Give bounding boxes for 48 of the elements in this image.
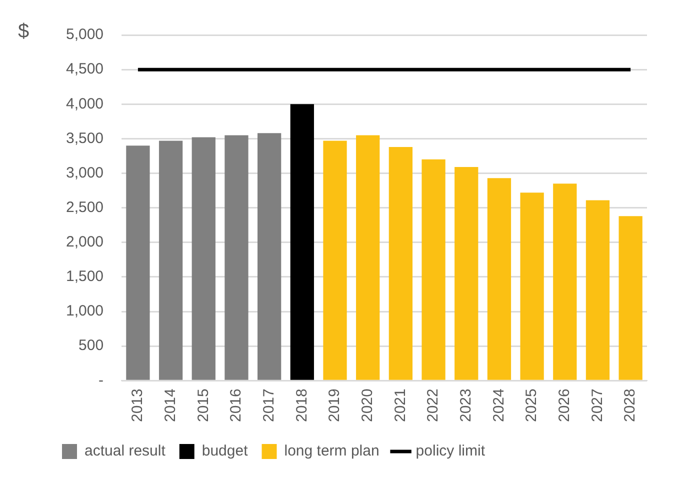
y-tick-label: 2,000	[66, 234, 104, 251]
y-tick-label: 4,500	[66, 60, 104, 78]
bar	[553, 184, 577, 380]
x-tick-label: 2013	[129, 388, 146, 422]
legend-label: policy limit	[416, 442, 486, 460]
bar	[224, 135, 248, 380]
y-tick-label: 3,500	[66, 130, 104, 147]
x-tick-label: 2024	[490, 388, 508, 422]
x-tick-label: 2017	[260, 388, 278, 422]
legend-label: long term plan	[284, 442, 380, 460]
x-tick-label: 2028	[622, 388, 639, 422]
bar	[487, 178, 512, 380]
legend-label: actual result	[84, 442, 166, 460]
bar	[323, 140, 347, 380]
x-tick-label: 2027	[588, 388, 606, 422]
bar	[126, 146, 150, 380]
y-tick-label: 5,000	[66, 26, 104, 44]
bar	[192, 137, 216, 380]
bar	[388, 146, 413, 380]
bar	[520, 192, 544, 380]
y-tick-label: 1,000	[66, 302, 104, 320]
y-tick-label: 3,000	[66, 164, 104, 182]
x-tick-label: 2019	[326, 388, 344, 422]
bar	[290, 104, 314, 380]
legend-label: budget	[202, 442, 249, 460]
y-tick-label: 500	[78, 337, 104, 354]
x-tick-label: 2021	[392, 388, 409, 422]
bar	[454, 167, 478, 380]
bar	[586, 200, 610, 380]
y-tick-label: 2,500	[66, 198, 104, 216]
y-tick-label: 1,500	[66, 268, 104, 286]
bar	[158, 140, 183, 380]
bar	[258, 133, 282, 380]
x-tick-label: 2020	[358, 388, 376, 422]
y-axis-title: $	[18, 20, 30, 43]
y-tick-label: -	[98, 372, 104, 389]
x-tick-label: 2015	[194, 388, 212, 422]
bar	[618, 216, 642, 380]
x-tick-label: 2023	[458, 388, 475, 422]
x-tick-label: 2025	[523, 388, 540, 422]
y-tick-label: 4,000	[66, 95, 104, 112]
x-tick-label: 2014	[162, 388, 179, 422]
x-tick-label: 2018	[293, 388, 310, 422]
bar	[356, 135, 380, 380]
x-tick-label: 2016	[228, 388, 245, 422]
bar	[422, 159, 446, 380]
x-tick-label: 2026	[556, 388, 574, 422]
x-tick-label: 2022	[424, 388, 442, 422]
